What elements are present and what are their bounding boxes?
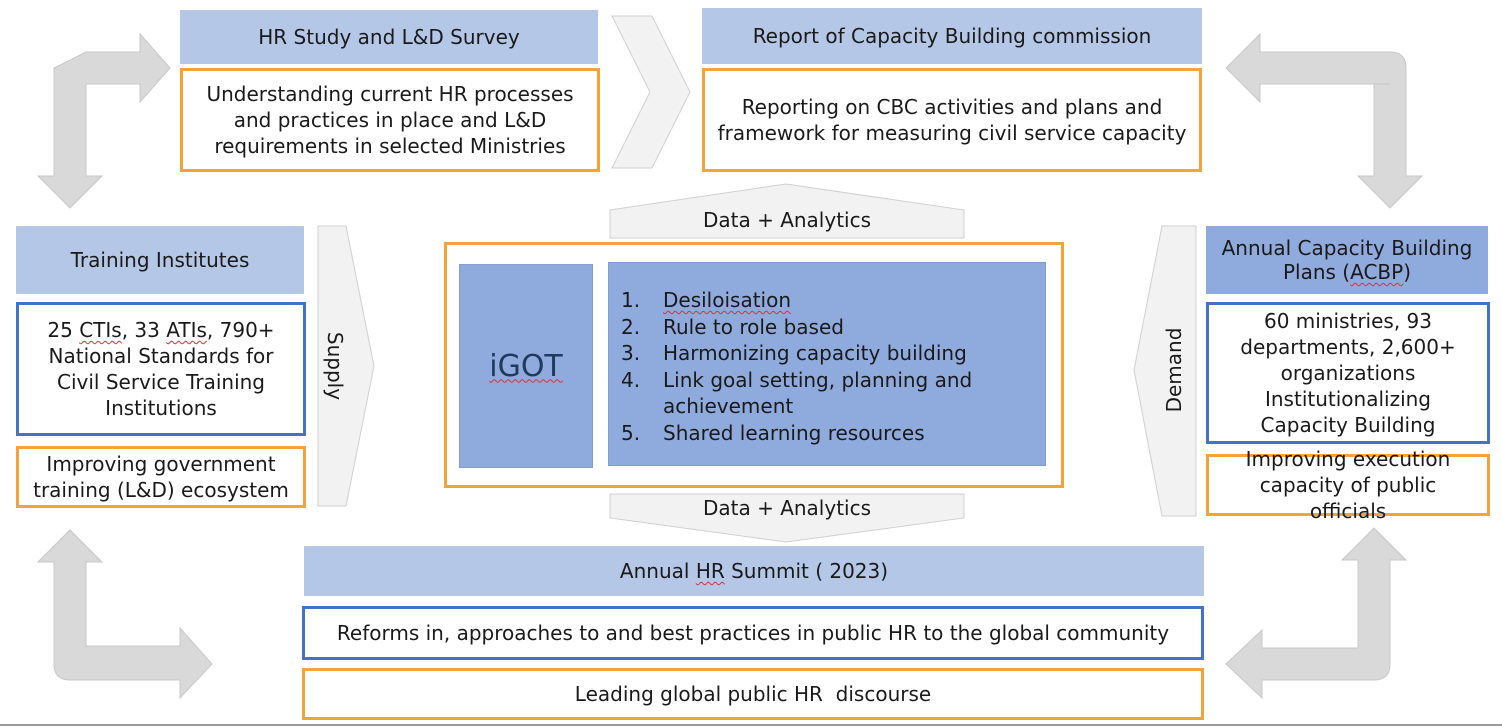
hr-study-body: Understanding current HR processes and p… <box>180 68 600 172</box>
acbp-header-text: Annual Capacity Building Plans (ACBP) <box>1206 236 1488 284</box>
acbp-outcome-text: Improving execution capacity of public o… <box>1245 447 1451 523</box>
list-item-text: Shared learning resources <box>663 420 925 445</box>
summit-hr-text: HR <box>695 559 725 583</box>
hr-summit-body: Reforms in, approaches to and best pract… <box>302 606 1204 660</box>
hr-summit-header: Annual HR Summit ( 2023) <box>304 546 1204 596</box>
atis-text: ATIs <box>166 318 207 342</box>
demand-label: Demand <box>1160 327 1188 413</box>
hr-study-header-text: HR Study and L&D Survey <box>258 25 520 49</box>
hr-summit-outcome-text: Leading global public HR discourse <box>574 682 932 706</box>
cbc-report-body-text: Reporting on CBC activities and plans an… <box>717 95 1187 145</box>
list-item-text: Rule to role based <box>663 314 844 339</box>
summit-text-part: Summit ( 2023) <box>724 559 889 583</box>
training-institutes-header-text: Training Institutes <box>70 248 250 272</box>
acbp-outcome: Improving execution capacity of public o… <box>1206 447 1490 523</box>
igot-features-list: 1. Desiloisation 2. Rule to role based 3. H… <box>608 262 1046 466</box>
cbc-report-header-text: Report of Capacity Building commission <box>752 24 1152 48</box>
hr-summit-outcome: Leading global public HR discourse <box>302 668 1204 720</box>
list-item-number: 4. <box>621 367 641 392</box>
igot-label: iGOT <box>489 348 563 384</box>
acbp-body: 60 ministries, 93 departments, 2,600+ or… <box>1206 302 1490 444</box>
summit-text-part: Annual <box>619 559 696 583</box>
hr-study-body-text: Understanding current HR processes and p… <box>206 82 574 158</box>
acbp-abbrev: ACBP <box>1350 260 1404 284</box>
list-item-number: 1. <box>621 288 641 312</box>
list-item: 3. Harmonizing capacity building <box>621 340 1035 367</box>
list-item: 1. Desiloisation <box>621 287 1035 314</box>
hr-summit-header-text: Annual HR Summit ( 2023) <box>620 559 888 583</box>
list-item-text: Desiloisation <box>663 288 792 312</box>
igot-box: iGOT <box>459 264 593 468</box>
acbp-text-part: Annual Capacity Building Plans ( <box>1221 236 1473 284</box>
supply-label-text: Supply <box>323 331 347 401</box>
acbp-header: Annual Capacity Building Plans (ACBP) <box>1206 226 1488 294</box>
list-item-number: 2. <box>621 314 641 339</box>
data-analytics-top-text: Data + Analytics <box>702 208 872 232</box>
training-institutes-body: 25 CTIs, 33 ATIs, 790+ National Standard… <box>16 302 306 436</box>
hr-summit-body-text: Reforms in, approaches to and best pract… <box>336 621 1170 645</box>
cbc-report-body: Reporting on CBC activities and plans an… <box>702 68 1202 172</box>
training-institutes-body-text: 25 CTIs, 33 ATIs, 790+ National Standard… <box>29 317 293 421</box>
list-item-text: Link goal setting, planning and achievem… <box>663 367 973 419</box>
training-text-part: , 790+ National Standards for Civil Serv… <box>48 318 275 420</box>
list-item: 4. Link goal setting, planning and achiev… <box>621 367 1035 420</box>
training-text-part: 25 <box>47 318 80 342</box>
list-item-number: 5. <box>621 420 641 445</box>
acbp-body-text: 60 ministries, 93 departments, 2,600+ or… <box>1240 309 1456 437</box>
training-institutes-header: Training Institutes <box>16 226 304 294</box>
data-analytics-bottom-text: Data + Analytics <box>702 496 872 520</box>
list-item: 2. Rule to role based <box>621 314 1035 341</box>
hr-study-header: HR Study and L&D Survey <box>180 10 598 64</box>
cbc-report-header: Report of Capacity Building commission <box>702 8 1202 64</box>
ctis-text: CTIs <box>79 318 122 342</box>
training-text-part: , 33 <box>121 318 167 342</box>
training-institutes-outcome-text: Improving government training (L&D) ecos… <box>33 452 289 502</box>
list-item-number: 3. <box>621 341 641 365</box>
training-institutes-outcome: Improving government training (L&D) ecos… <box>16 446 306 508</box>
data-analytics-bottom: Data + Analytics <box>640 496 934 520</box>
demand-label-text: Demand <box>1162 327 1186 413</box>
bottom-divider <box>0 724 1502 726</box>
acbp-text-part: ) <box>1403 260 1412 284</box>
supply-label: Supply <box>321 331 349 401</box>
data-analytics-top: Data + Analytics <box>640 208 934 232</box>
list-item-text: Harmonizing capacity building <box>663 341 967 365</box>
list-item: 5. Shared learning resources <box>621 420 1035 447</box>
